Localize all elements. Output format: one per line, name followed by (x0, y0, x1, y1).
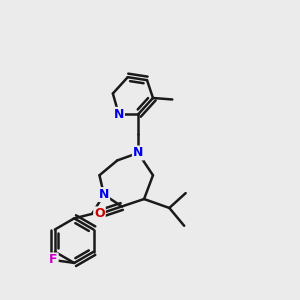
Text: O: O (94, 207, 105, 220)
Text: N: N (133, 146, 143, 160)
Text: N: N (99, 188, 109, 201)
Text: N: N (114, 108, 124, 121)
Text: F: F (49, 254, 58, 266)
